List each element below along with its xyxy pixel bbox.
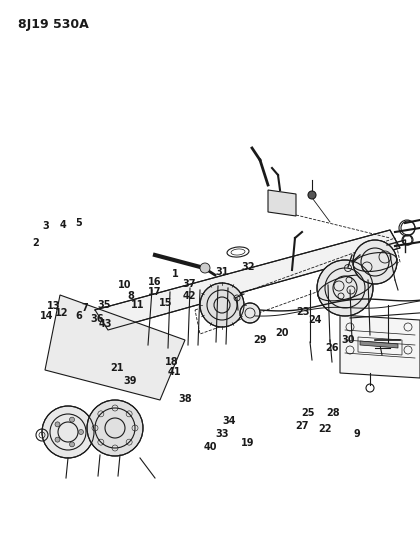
- Text: 23: 23: [297, 307, 310, 317]
- Text: 40: 40: [203, 442, 217, 451]
- Text: 43: 43: [98, 319, 112, 329]
- Text: 30: 30: [342, 335, 355, 345]
- Text: 14: 14: [39, 311, 53, 320]
- Circle shape: [42, 406, 94, 458]
- Circle shape: [200, 263, 210, 273]
- Circle shape: [79, 430, 84, 434]
- Text: 25: 25: [301, 408, 315, 418]
- Text: 12: 12: [55, 309, 69, 318]
- Text: 7: 7: [81, 303, 88, 313]
- Circle shape: [308, 191, 316, 199]
- Text: 5: 5: [76, 218, 82, 228]
- Text: 3: 3: [42, 221, 49, 231]
- Text: 41: 41: [168, 367, 181, 377]
- Text: 24: 24: [308, 315, 322, 325]
- Text: 9: 9: [354, 429, 360, 439]
- Circle shape: [70, 417, 74, 422]
- Text: 21: 21: [110, 363, 123, 373]
- Text: 22: 22: [318, 424, 331, 433]
- Text: 37: 37: [182, 279, 196, 288]
- Text: 1: 1: [172, 270, 179, 279]
- Text: 15: 15: [159, 298, 173, 308]
- Text: 33: 33: [216, 430, 229, 439]
- Text: 32: 32: [241, 262, 255, 271]
- Text: 38: 38: [178, 394, 192, 403]
- Polygon shape: [45, 295, 185, 400]
- Text: 27: 27: [296, 422, 309, 431]
- Circle shape: [55, 437, 60, 442]
- Text: 17: 17: [148, 287, 161, 297]
- Text: 29: 29: [254, 335, 267, 345]
- Polygon shape: [340, 315, 420, 378]
- Circle shape: [70, 442, 74, 447]
- Circle shape: [240, 303, 260, 323]
- Text: 20: 20: [276, 328, 289, 338]
- Polygon shape: [360, 341, 398, 348]
- Text: 16: 16: [148, 278, 161, 287]
- Circle shape: [353, 240, 397, 284]
- Text: 35: 35: [97, 300, 111, 310]
- Text: 13: 13: [47, 302, 60, 311]
- Text: 36: 36: [91, 314, 104, 324]
- Circle shape: [87, 400, 143, 456]
- Text: 8: 8: [128, 291, 134, 301]
- Ellipse shape: [353, 253, 397, 271]
- Polygon shape: [268, 190, 296, 216]
- Text: 11: 11: [131, 300, 144, 310]
- Text: 6: 6: [76, 311, 82, 320]
- Text: 18: 18: [165, 358, 179, 367]
- Text: 4: 4: [60, 220, 66, 230]
- Text: 42: 42: [183, 291, 197, 301]
- Text: 28: 28: [326, 408, 340, 418]
- Circle shape: [200, 283, 244, 327]
- Circle shape: [317, 260, 373, 316]
- Polygon shape: [95, 230, 400, 330]
- Text: 2: 2: [32, 238, 39, 247]
- Text: 19: 19: [241, 439, 255, 448]
- Circle shape: [55, 422, 60, 427]
- Text: 10: 10: [118, 280, 132, 290]
- Text: 39: 39: [123, 376, 137, 386]
- Ellipse shape: [318, 275, 372, 301]
- Text: 31: 31: [216, 267, 229, 277]
- Text: 8J19 530A: 8J19 530A: [18, 18, 89, 31]
- Text: 26: 26: [325, 343, 339, 352]
- Text: 34: 34: [222, 416, 236, 426]
